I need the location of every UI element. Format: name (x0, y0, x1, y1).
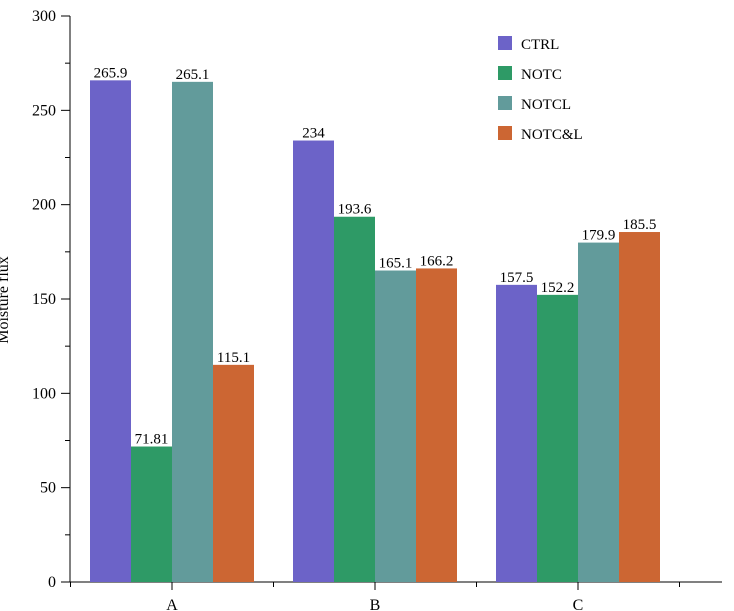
y-tick-label: 200 (32, 197, 56, 214)
legend-label: NOTC (521, 67, 562, 83)
bar-ctrl-b (293, 140, 334, 582)
data-label: 265.9 (94, 65, 128, 81)
data-label: 179.9 (582, 228, 616, 244)
data-label: 165.1 (379, 256, 413, 272)
data-label: 166.2 (420, 253, 454, 269)
bar-notcl-c (578, 242, 619, 582)
y-tick-label: 250 (32, 102, 56, 119)
bar-notc-a (131, 446, 172, 582)
data-label: 152.2 (541, 280, 575, 296)
x-tick-label: B (370, 597, 381, 611)
data-label: 234 (302, 126, 325, 142)
bar-notc-l-c (619, 232, 660, 583)
bars (90, 80, 660, 583)
legend-swatch (498, 66, 512, 80)
bar-ctrl-a (90, 80, 131, 583)
data-label: 193.6 (338, 202, 372, 218)
legend-swatch (498, 126, 512, 140)
bar-notcl-b (375, 270, 416, 582)
y-tick-label: 150 (32, 291, 56, 308)
y-tick-label: 0 (48, 574, 56, 591)
data-label: 157.5 (500, 270, 534, 286)
y-tick-label: 100 (32, 385, 56, 402)
legend-label: NOTCL (521, 97, 571, 113)
legend-label: CTRL (521, 37, 559, 53)
x-tick-label: A (166, 597, 178, 611)
bar-notcl-a (172, 81, 213, 582)
data-label: 265.1 (176, 67, 210, 83)
y-tick-label: 300 (32, 8, 56, 25)
data-label: 185.5 (623, 217, 657, 233)
data-label: 71.81 (135, 432, 169, 448)
bar-notc-b (334, 216, 375, 582)
y-axis-title: Moisture flux (0, 256, 12, 344)
legend-label: NOTC&L (521, 127, 583, 143)
legend: CTRL NOTC NOTCL NOTC&L (498, 36, 583, 143)
bar-ctrl-c (496, 284, 537, 582)
bar-notc-l-a (213, 364, 254, 582)
legend-swatch (498, 36, 512, 50)
legend-swatch (498, 96, 512, 110)
bar-notc-l-b (416, 268, 457, 582)
x-tick-label: C (573, 597, 584, 611)
y-tick-label: 50 (40, 480, 56, 497)
value-labels: 265.9 234 157.5 71.81 193.6 152.2 265.1 165.1 17… (94, 65, 657, 447)
data-label: 115.1 (217, 350, 250, 366)
bar-notc-c (537, 294, 578, 582)
